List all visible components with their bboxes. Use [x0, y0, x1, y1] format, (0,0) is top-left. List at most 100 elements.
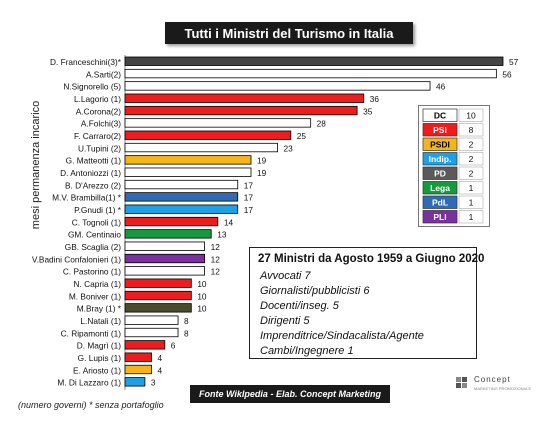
value-label: 28	[317, 119, 327, 129]
legend-count: 2	[469, 154, 474, 164]
bar	[124, 192, 239, 202]
value-label: 4	[158, 353, 163, 363]
value-label: 17	[244, 180, 254, 190]
legend-count: 1	[469, 183, 474, 193]
bar	[124, 68, 497, 79]
category-label: GM. Centinaio	[68, 230, 121, 240]
info-line: Avvocati 7	[260, 270, 311, 282]
category-label: A.Sarti(2)	[86, 69, 121, 79]
value-label: 25	[297, 131, 307, 141]
value-label: 6	[171, 341, 176, 351]
value-label: 12	[211, 254, 221, 264]
chart-title: Tutti i Ministri del Turismo in Italia	[165, 22, 413, 44]
legend-count-cell	[458, 108, 484, 122]
value-label: 23	[284, 143, 294, 153]
value-label: 12	[211, 242, 221, 252]
source-banner: Fonte WikIpedia - Elab. Concept Marketin…	[190, 385, 390, 403]
category-label: M.Bray (1) *	[77, 304, 122, 314]
category-label: M. Boniver (1)	[69, 291, 121, 301]
legend-count-cell	[458, 166, 484, 180]
legend-swatch	[422, 152, 458, 166]
legend-party-label: DC	[434, 111, 446, 121]
info-line: Imprenditrice/Sindacalista/Agente	[260, 330, 424, 342]
value-label: 10	[197, 304, 207, 314]
bar	[124, 266, 205, 276]
value-label: 4	[158, 365, 163, 375]
legend-count-cell	[458, 152, 484, 166]
party-legend: DC 10 PSI 8 PSDI 2 Indip. 2 PD 2 Lega 1 PdL 1 PLI 1	[418, 105, 490, 227]
bar	[124, 93, 365, 103]
category-label: A.Corona(2)	[76, 106, 121, 116]
concept-logo: Concept MARKETING PROMOZIONALE	[452, 373, 531, 397]
bar	[124, 130, 292, 140]
category-label: C. Ripamonti (1)	[61, 328, 122, 338]
bar	[124, 142, 278, 153]
legend-count-cell	[458, 137, 484, 151]
category-label: G. Matteotti (1)	[66, 156, 122, 166]
category-label: P.Gnudi (1) *	[74, 205, 122, 215]
legend-count: 1	[469, 198, 474, 208]
category-label: D. Franceschini(3)*	[50, 57, 122, 67]
category-label: GB. Scaglia (2)	[65, 242, 121, 252]
category-label: C. Pastorino (1)	[63, 267, 121, 277]
category-label: F. Carraro(2)	[74, 131, 121, 141]
category-label: D. Antoniozzi (1)	[60, 168, 121, 178]
legend-party-label: PSI	[433, 125, 447, 135]
value-label: 8	[184, 316, 189, 326]
category-label: U.Tupini (2)	[78, 143, 121, 153]
legend-swatch	[422, 137, 458, 151]
bar	[124, 241, 205, 251]
legend-party-label: Indip.	[429, 154, 452, 164]
bar	[124, 352, 152, 362]
legend-count: 2	[469, 169, 474, 179]
legend-count-cell	[458, 210, 484, 224]
category-label: M. Di Lazzaro (1)	[57, 378, 121, 388]
value-label: 17	[244, 193, 254, 203]
bar	[124, 167, 252, 177]
bar	[124, 340, 166, 350]
legend-count: 10	[466, 111, 476, 121]
value-label: 56	[502, 69, 512, 79]
legend-party-label: PSDI	[430, 140, 450, 150]
category-label: C. Tognoli (1)	[72, 217, 121, 227]
category-label: V.Badini Confalonieri (1)	[32, 254, 121, 264]
bar	[124, 303, 192, 313]
value-label: 13	[217, 230, 227, 240]
legend-party-label: Lega	[430, 183, 450, 193]
info-line: Docenti/inseg. 5	[260, 300, 339, 312]
bar	[124, 179, 239, 190]
legend-swatch	[422, 195, 458, 209]
value-label: 19	[257, 156, 267, 166]
info-line: Giornalisti/pubblicisti 6	[260, 285, 370, 297]
value-label: 3	[151, 378, 156, 388]
info-line: Dirigenti 5	[260, 315, 310, 327]
bar	[124, 56, 504, 66]
category-label: A.Folchi(3)	[81, 119, 121, 129]
info-title: 27 Ministri da Agosto 1959 a Giugno 2020	[258, 253, 485, 265]
category-label: N.Signorello (5)	[63, 82, 121, 92]
legend-count-cell	[458, 181, 484, 195]
bar	[124, 118, 312, 128]
logo-subtitle: MARKETING PROMOZIONALE	[474, 386, 532, 391]
category-label: M.V. Brambilla(1) *	[52, 193, 122, 203]
legend-party-label: PdL	[432, 198, 448, 208]
legend-count-cell	[458, 123, 484, 137]
info-box: 27 Ministri da Agosto 1959 a Giugno 2020…	[249, 247, 484, 359]
legend-count: 2	[469, 140, 474, 150]
category-label: L.Natali (1)	[80, 316, 121, 326]
bar	[124, 229, 212, 239]
legend-swatch	[422, 181, 458, 195]
bar	[124, 253, 205, 264]
value-label: 46	[436, 82, 446, 92]
category-label: E. Ariosto (1)	[73, 365, 121, 375]
value-label: 19	[257, 168, 267, 178]
category-label: D. Magrì (1)	[77, 341, 121, 351]
category-label: B. D'Arezzo (2)	[65, 180, 121, 190]
legend-count: 8	[469, 125, 474, 135]
bar	[124, 364, 152, 375]
legend-count-cell	[458, 195, 484, 209]
party-legend-table: DC 10 PSI 8 PSDI 2 Indip. 2 PD 2 Lega 1 PdL 1 PLI 1	[422, 108, 484, 224]
legend-party-label: PD	[434, 169, 446, 179]
bar	[124, 155, 252, 165]
